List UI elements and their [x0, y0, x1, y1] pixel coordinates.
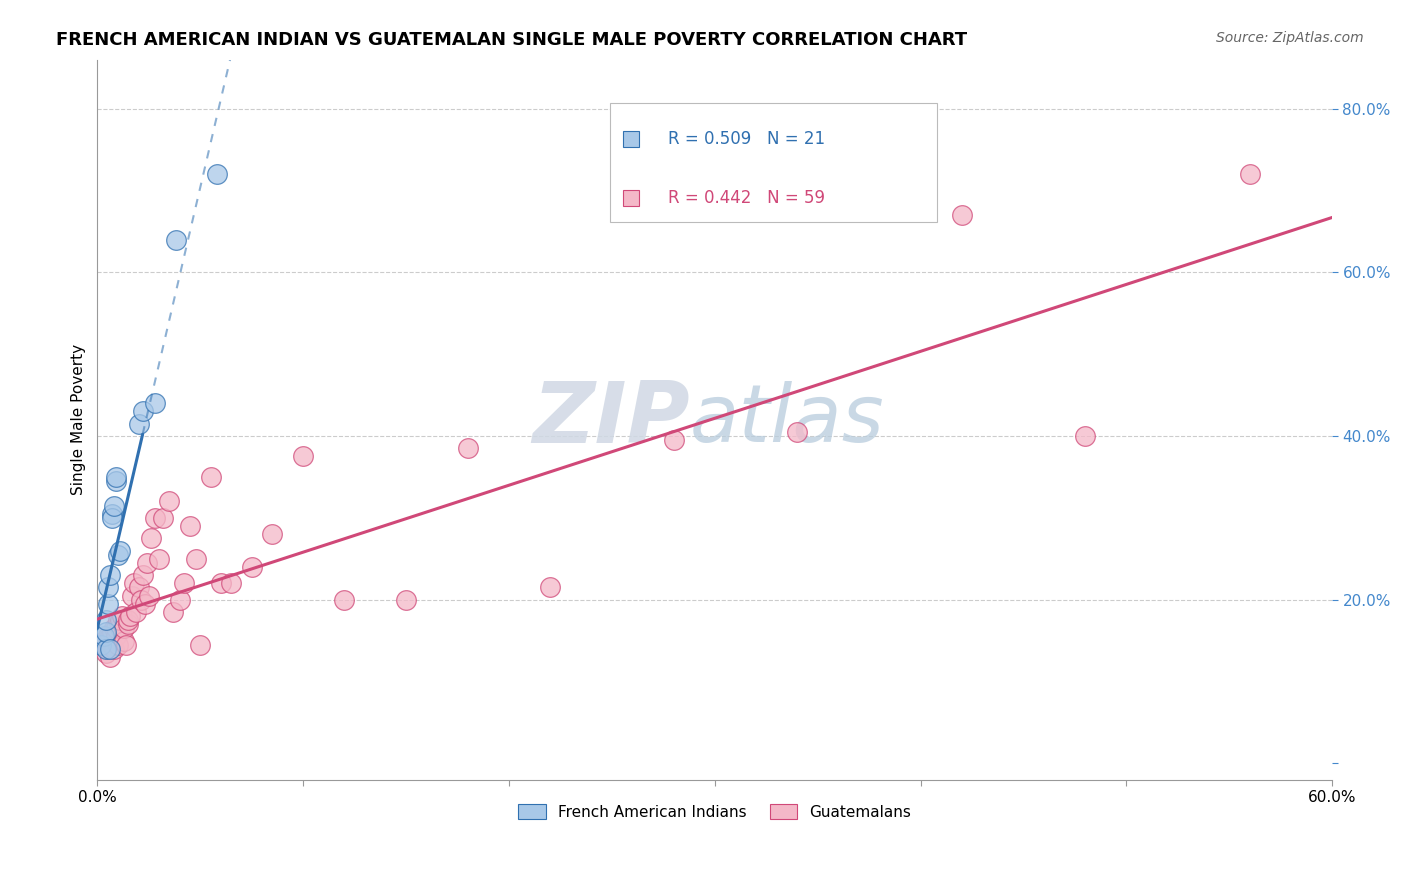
Point [97, 580, 120, 594]
Point [134, 597, 156, 611]
Point [94, 625, 117, 640]
Point [100, 638, 122, 652]
Point [121, 589, 143, 603]
FancyBboxPatch shape [610, 103, 936, 221]
Point [143, 510, 166, 524]
Point [131, 404, 153, 418]
Point [148, 551, 170, 566]
Point [108, 621, 131, 635]
Point [104, 621, 127, 635]
Point [169, 592, 191, 607]
Point [240, 560, 263, 574]
Point [97, 641, 120, 656]
Point [112, 633, 135, 648]
Point [538, 580, 561, 594]
Point [107, 613, 129, 627]
Point [90, 638, 112, 652]
Point [100, 625, 122, 640]
Point [129, 592, 152, 607]
Point [98, 649, 121, 664]
Point [138, 589, 160, 603]
Point [103, 499, 125, 513]
Point [125, 605, 148, 619]
Point [94, 646, 117, 660]
Point [1239, 167, 1261, 181]
Point [100, 510, 122, 524]
Text: R = 0.442   N = 59: R = 0.442 N = 59 [668, 189, 825, 207]
Point [117, 617, 139, 632]
Point [108, 543, 131, 558]
Point [128, 417, 150, 431]
Point [292, 450, 315, 464]
Point [100, 507, 122, 521]
Point [950, 208, 973, 222]
Point [184, 551, 207, 566]
Point [97, 629, 120, 643]
Point [107, 638, 129, 652]
Point [115, 638, 138, 652]
Point [662, 433, 685, 447]
Point [173, 576, 195, 591]
Point [786, 425, 808, 439]
Text: atlas: atlas [690, 381, 884, 458]
Point [98, 641, 121, 656]
Point [179, 519, 201, 533]
Point [117, 613, 139, 627]
Point [93, 633, 115, 648]
Point [107, 548, 129, 562]
Point [162, 605, 184, 619]
Point [104, 629, 127, 643]
Point [165, 233, 187, 247]
Point [90, 638, 112, 652]
Point [98, 629, 121, 643]
Point [103, 621, 125, 635]
Text: ZIP: ZIP [533, 378, 690, 461]
Point [108, 613, 131, 627]
Point [93, 629, 115, 643]
Point [94, 613, 117, 627]
Point [457, 442, 479, 456]
Point [103, 641, 125, 656]
Point [209, 576, 232, 591]
Point [139, 531, 162, 545]
Point [94, 641, 117, 656]
Point [98, 568, 121, 582]
Text: R = 0.509   N = 21: R = 0.509 N = 21 [668, 130, 825, 148]
Point [135, 556, 157, 570]
Point [112, 621, 135, 635]
Point [188, 638, 211, 652]
Point [104, 474, 127, 488]
Y-axis label: Single Male Poverty: Single Male Poverty [72, 344, 86, 495]
Point [111, 609, 134, 624]
Point [219, 576, 242, 591]
Point [120, 609, 142, 624]
Point [157, 494, 180, 508]
Text: FRENCH AMERICAN INDIAN VS GUATEMALAN SINGLE MALE POVERTY CORRELATION CHART: FRENCH AMERICAN INDIAN VS GUATEMALAN SIN… [56, 31, 967, 49]
Point [104, 470, 127, 484]
Point [395, 592, 418, 607]
Point [205, 167, 228, 181]
Point [152, 510, 174, 524]
Legend: French American Indians, Guatemalans: French American Indians, Guatemalans [512, 798, 917, 826]
Point [262, 527, 284, 541]
Point [124, 576, 146, 591]
Point [143, 396, 166, 410]
Point [128, 580, 150, 594]
Point [1074, 429, 1097, 443]
Text: Source: ZipAtlas.com: Source: ZipAtlas.com [1216, 31, 1364, 45]
Point [333, 592, 356, 607]
Point [131, 568, 153, 582]
Point [200, 470, 222, 484]
Point [97, 597, 120, 611]
